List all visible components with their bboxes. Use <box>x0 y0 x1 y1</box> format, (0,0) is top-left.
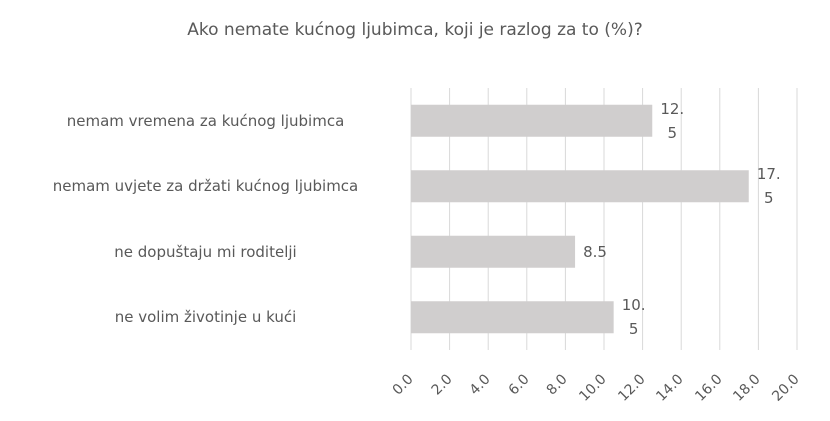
bar <box>411 170 749 203</box>
y-tick-label: nemam vremena za kućnog ljubimca <box>66 111 345 130</box>
y-tick-label: ne volim životinje u kući <box>114 308 297 327</box>
data-label: 17.5 <box>756 165 781 208</box>
y-tick-label: nemam uvjete za držati kućnog ljubimca <box>52 177 359 196</box>
y-tick-label: ne dopuštaju mi roditelji <box>114 242 297 261</box>
data-label: 12.5 <box>660 99 685 142</box>
bar <box>411 235 576 268</box>
data-label: 10.5 <box>621 296 646 339</box>
chart-title: Ako nemate kućnog ljubimca, koji je razl… <box>187 20 643 40</box>
bar <box>411 301 614 334</box>
data-label: 8.5 <box>583 242 607 261</box>
bar <box>411 104 653 137</box>
